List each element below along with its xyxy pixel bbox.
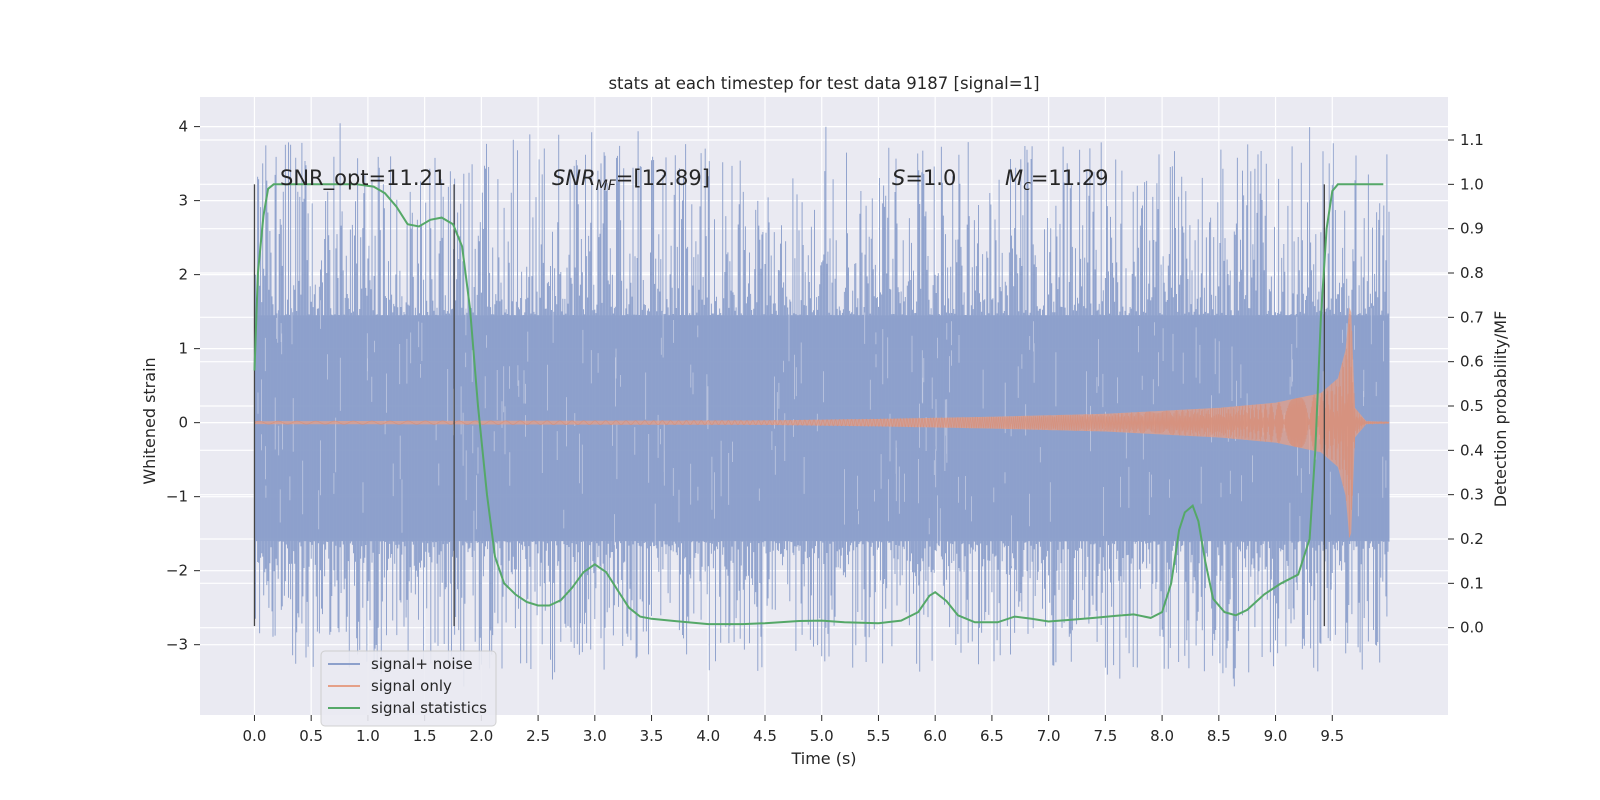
x-tick-label: 7.0	[1037, 727, 1061, 745]
x-tick-label: 8.0	[1150, 727, 1174, 745]
x-tick-label: 2.5	[526, 727, 550, 745]
series-signal-statistics	[253, 183, 1384, 626]
y2-tick-label: 0.5	[1460, 397, 1484, 415]
x-tick-labels: 0.0 0.5 1.0 1.5 2.0 2.5 3.0 3.5 4.0 4.5 5.0 5.5 6.0 6…	[243, 715, 1344, 745]
y2-tick-label: 0.1	[1460, 574, 1484, 592]
x-tick-label: 3.5	[640, 727, 664, 745]
y2-axis-label: Detection probability/MF	[1491, 311, 1510, 508]
x-tick-label: 2.0	[469, 727, 493, 745]
y-tick-label: 1	[178, 340, 188, 358]
legend-box	[320, 650, 497, 727]
x-tick-label: 1.0	[356, 727, 380, 745]
y-tick-label: 4	[178, 118, 188, 136]
y2-tick-label: 0.3	[1460, 486, 1484, 504]
y-tick-label: 3	[178, 192, 188, 210]
y-tick-label: −2	[166, 562, 188, 580]
annotation-snr-mf: SNRMF=[12.89]	[552, 166, 710, 194]
annotation-mc: Mc=11.29	[1005, 166, 1109, 194]
y2-tick-label: 0.9	[1460, 220, 1484, 238]
y2-tick-label: 0.0	[1460, 619, 1484, 637]
y-tick-label: −3	[166, 636, 188, 654]
annotation-s: S=1.0	[892, 166, 956, 190]
series-signal-only	[254, 307, 1390, 539]
y2-tick-label: 0.6	[1460, 353, 1484, 371]
legend-label-signal-only: signal only	[371, 677, 452, 695]
annotation-snr-opt: SNR_opt=11.21	[280, 166, 446, 191]
x-tick-label: 3.0	[583, 727, 607, 745]
x-tick-label: 5.5	[867, 727, 891, 745]
x-tick-label: 4.5	[753, 727, 777, 745]
chart-title: stats at each timestep for test data 918…	[608, 74, 1039, 93]
legend-label-signal-statistics: signal statistics	[371, 699, 487, 717]
y-tick-label: 2	[178, 266, 188, 284]
y-axis-label: Whitened strain	[140, 357, 159, 484]
y2-tick-label: 0.4	[1460, 441, 1484, 459]
x-tick-label: 4.0	[696, 727, 720, 745]
x-tick-label: 8.5	[1207, 727, 1231, 745]
x-tick-label: 9.0	[1264, 727, 1288, 745]
y-tick-label: 0	[178, 414, 188, 432]
y2-tick-label: 0.7	[1460, 308, 1484, 326]
y2-tick-label: 0.8	[1460, 264, 1484, 282]
legend-label-signal-noise: signal+ noise	[371, 655, 473, 673]
x-tick-label: 0.0	[243, 727, 267, 745]
x-tick-label: 6.5	[980, 727, 1004, 745]
y2-tick-labels: 0.0 0.1 0.2 0.3 0.4 0.5 0.6 0.7 0.8 0.9 1.0 1.1	[1448, 131, 1484, 637]
x-tick-label: 1.5	[413, 727, 437, 745]
x-axis-label: Time (s)	[790, 749, 856, 768]
x-tick-label: 7.5	[1093, 727, 1117, 745]
legend: signal+ noise signal only signal statist…	[320, 650, 497, 727]
x-tick-label: 0.5	[299, 727, 323, 745]
signal-oscillation	[254, 318, 1390, 538]
x-tick-label: 6.0	[923, 727, 947, 745]
y2-tick-label: 0.2	[1460, 530, 1484, 548]
y-tick-label: −1	[166, 488, 188, 506]
y2-tick-label: 1.0	[1460, 175, 1484, 193]
noise-texture	[257, 288, 1387, 567]
y-tick-labels: −3 −2 −1 0 1 2 3 4	[166, 118, 200, 654]
x-tick-label: 5.0	[810, 727, 834, 745]
x-tick-label: 9.5	[1320, 727, 1344, 745]
y2-tick-label: 1.1	[1460, 131, 1484, 149]
